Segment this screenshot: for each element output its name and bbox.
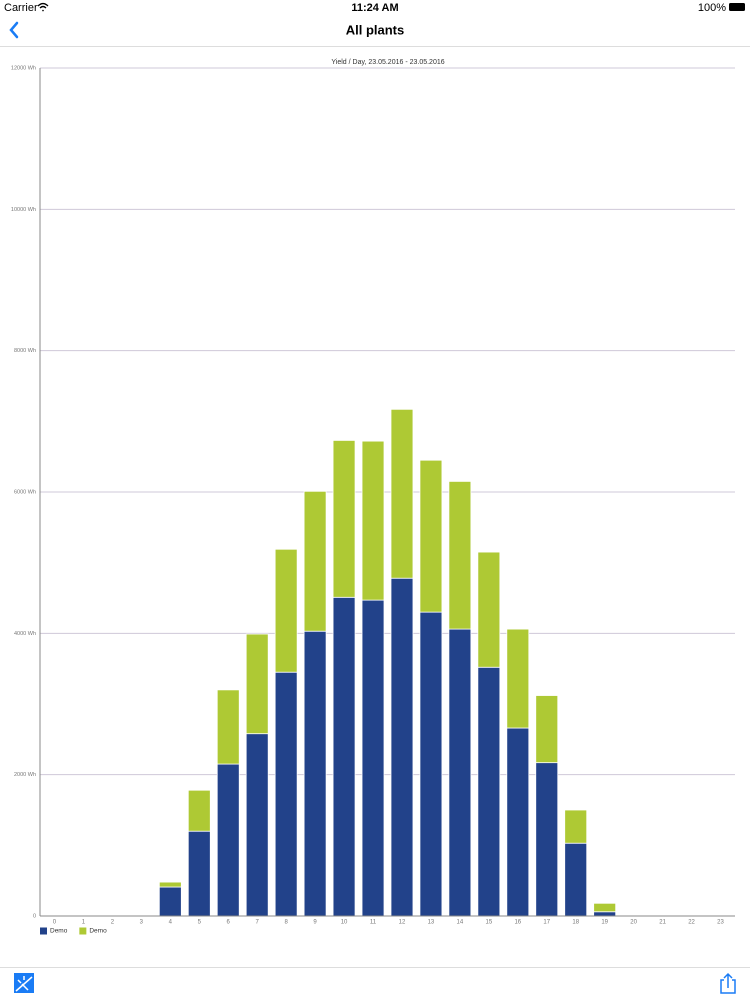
bar-segment [594, 912, 616, 916]
bar-segment [159, 887, 181, 916]
legend-label: Demo [89, 928, 107, 935]
bar-segment [594, 903, 616, 911]
x-tick-label: 20 [630, 920, 637, 926]
bar-segment [536, 763, 558, 916]
bar-segment [565, 810, 587, 843]
battery-icon [729, 3, 745, 11]
bar-segment [478, 667, 500, 916]
bar-segment [449, 481, 471, 629]
x-tick-label: 18 [572, 920, 579, 926]
bar-segment [507, 629, 529, 728]
bar-segment [391, 409, 413, 578]
bar-segment [565, 843, 587, 916]
x-tick-label: 10 [341, 920, 348, 926]
x-tick-label: 16 [514, 920, 521, 926]
bar-segment [420, 460, 442, 612]
bar-segment [333, 440, 355, 597]
y-tick-label: 10000 Wh [11, 207, 36, 213]
y-tick-label: 2000 Wh [14, 772, 36, 778]
y-tick-label: 4000 Wh [14, 631, 36, 637]
y-tick-label: 8000 Wh [14, 348, 36, 354]
nav-title: All plants [346, 22, 405, 37]
x-tick-label: 17 [543, 920, 550, 926]
bar-segment [246, 634, 268, 734]
bar-segment [536, 696, 558, 763]
bar-segment [217, 690, 239, 764]
x-tick-label: 21 [659, 920, 666, 926]
x-tick-label: 11 [370, 920, 377, 926]
bar-segment [420, 612, 442, 916]
legend-label: Demo [50, 928, 68, 935]
carrier: Carrier [4, 2, 38, 14]
bar-segment [478, 552, 500, 667]
x-tick-label: 12 [399, 920, 406, 926]
bar-segment [217, 764, 239, 916]
bar-segment [246, 734, 268, 916]
legend-swatch [40, 928, 47, 935]
bar-segment [188, 831, 210, 916]
y-tick-label: 0 [33, 913, 36, 919]
bar-segment [333, 597, 355, 916]
bar-segment [304, 491, 326, 631]
bar-segment [275, 549, 297, 672]
bar-segment [304, 631, 326, 916]
bar-segment [362, 441, 384, 600]
y-tick-label: 6000 Wh [14, 489, 36, 495]
bar-segment [275, 672, 297, 916]
x-tick-label: 15 [486, 920, 493, 926]
app-icon[interactable] [14, 973, 34, 993]
x-tick-label: 22 [688, 920, 695, 926]
bar-segment [507, 728, 529, 916]
clock: 11:24 AM [351, 2, 398, 14]
bar-segment [449, 629, 471, 916]
battery-percent: 100% [698, 2, 726, 14]
chart-title: Yield / Day, 23.05.2016 - 23.05.2016 [331, 59, 444, 66]
x-tick-label: 23 [717, 920, 724, 926]
x-tick-label: 19 [601, 920, 608, 926]
bar-segment [188, 790, 210, 831]
bar-segment [391, 578, 413, 916]
bar-segment [362, 600, 384, 916]
x-tick-label: 14 [457, 920, 464, 926]
y-tick-label: 12000 Wh [11, 65, 36, 71]
bar-segment [159, 882, 181, 887]
x-tick-label: 13 [428, 920, 435, 926]
legend-swatch [79, 928, 86, 935]
